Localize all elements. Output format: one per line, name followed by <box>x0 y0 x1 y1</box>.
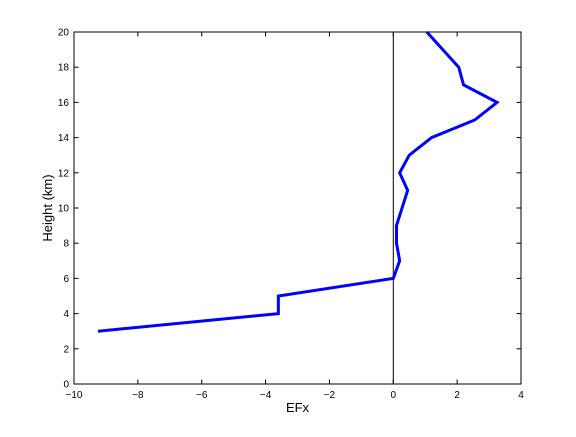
y-tick-label: 6 <box>63 274 69 285</box>
y-tick-label: 0 <box>63 380 69 391</box>
y-tick-label: 4 <box>63 309 69 320</box>
y-tick-label: 10 <box>58 204 70 215</box>
y-tick-label: 14 <box>58 133 70 144</box>
efx-profile-line <box>97 30 500 333</box>
x-tick-label: −10 <box>66 390 83 401</box>
y-tick-label: 20 <box>58 28 70 39</box>
x-tick-label: 4 <box>518 390 524 401</box>
x-tick-label: 2 <box>454 390 460 401</box>
y-tick-label: 16 <box>58 98 70 109</box>
y-tick-label: 2 <box>63 344 69 355</box>
y-axis-label: Height (km) <box>40 174 55 241</box>
x-tick-label: −8 <box>132 390 144 401</box>
x-tick-label: 0 <box>391 390 397 401</box>
y-tick-label: 18 <box>58 63 70 74</box>
y-axis-ticks: 0 2 4 6 8 10 12 14 16 18 20 <box>58 28 521 391</box>
plot-area <box>74 32 521 384</box>
y-tick-label: 8 <box>63 239 69 250</box>
plot-frame <box>73 31 522 385</box>
y-tick-label: 12 <box>58 168 70 179</box>
x-tick-label: −2 <box>324 390 336 401</box>
x-axis-label: EFx <box>286 400 310 415</box>
x-tick-label: −4 <box>260 390 272 401</box>
x-tick-label: −6 <box>196 390 208 401</box>
